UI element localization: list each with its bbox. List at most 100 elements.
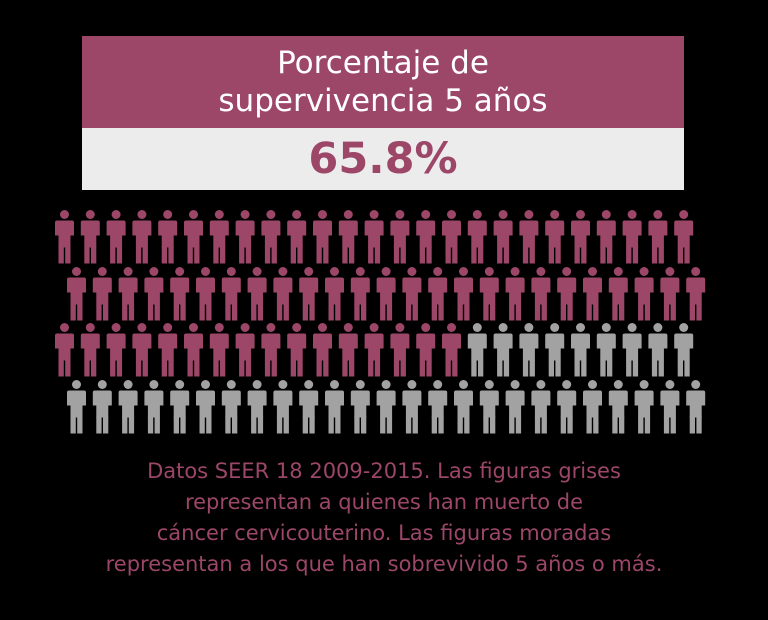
chart-caption: Datos SEER 18 2009-2015. Las figuras gri… — [14, 456, 754, 580]
survivor-figure — [428, 267, 448, 321]
survivor-figure — [158, 210, 178, 264]
survivor-figure — [454, 267, 473, 321]
deceased-figure — [299, 380, 319, 434]
deceased-figure — [428, 380, 448, 434]
survival-percentage-value: 65.8% — [308, 134, 458, 184]
survivor-figure — [545, 210, 565, 264]
deceased-figure — [67, 380, 86, 434]
deceased-figure — [686, 380, 706, 434]
survivor-figure — [376, 267, 396, 321]
deceased-figure — [648, 323, 668, 377]
deceased-figure — [467, 323, 487, 377]
survivor-figure — [686, 267, 706, 321]
survivor-figure — [158, 323, 178, 377]
deceased-figure — [519, 323, 539, 377]
survivor-figure — [583, 267, 602, 321]
survivor-figure — [660, 267, 680, 321]
survivor-figure — [364, 210, 384, 264]
survivor-figure — [221, 267, 241, 321]
survivor-figure — [338, 210, 358, 264]
survivor-figure — [557, 267, 577, 321]
survivor-figure — [55, 323, 74, 377]
deceased-figure — [170, 380, 190, 434]
survivor-figure — [390, 323, 410, 377]
survivor-figure — [442, 210, 461, 264]
deceased-figure — [583, 380, 602, 434]
survivor-figure — [196, 267, 215, 321]
deceased-figure — [247, 380, 267, 434]
survivor-figure — [92, 267, 112, 321]
survivor-figure — [80, 323, 100, 377]
deceased-figure — [531, 380, 551, 434]
deceased-figure — [196, 380, 215, 434]
survivor-figure — [364, 323, 384, 377]
deceased-figure — [545, 323, 565, 377]
survivor-figure — [402, 267, 422, 321]
survivor-figure — [634, 267, 654, 321]
survivor-figure — [622, 210, 642, 264]
survivor-figure — [235, 323, 255, 377]
deceased-figure — [376, 380, 396, 434]
deceased-figure — [273, 380, 293, 434]
deceased-figure — [479, 380, 499, 434]
survivor-figure — [287, 323, 307, 377]
survivor-figure — [235, 210, 255, 264]
survivor-figure — [209, 323, 229, 377]
caption-line-3: cáncer cervicouterino. Las figuras morad… — [156, 521, 612, 545]
chart-title-line-2: supervivencia 5 años — [218, 83, 548, 119]
survivor-figure — [299, 267, 319, 321]
survivor-figure — [416, 210, 436, 264]
deceased-figure — [571, 323, 590, 377]
caption-line-4: representan a los que han sobrevivido 5 … — [105, 552, 663, 576]
survivor-figure — [67, 267, 86, 321]
survivor-figure — [493, 210, 513, 264]
deceased-figure — [118, 380, 138, 434]
survivor-figure — [519, 210, 539, 264]
survivor-figure — [338, 323, 358, 377]
survivor-figure — [118, 267, 138, 321]
survivor-figure — [479, 267, 499, 321]
deceased-figure — [325, 380, 344, 434]
deceased-figure — [674, 323, 694, 377]
survivor-figure — [442, 323, 461, 377]
survivor-figure — [184, 323, 203, 377]
survivor-figure — [55, 210, 74, 264]
survivor-figure — [247, 267, 267, 321]
survivor-figure — [674, 210, 694, 264]
deceased-figure — [622, 323, 642, 377]
deceased-figure — [634, 380, 654, 434]
chart-title-box: Porcentaje de supervivencia 5 años — [82, 36, 684, 128]
caption-line-2: representan a quienes han muerto de — [184, 490, 584, 514]
deceased-figure — [660, 380, 680, 434]
deceased-figure — [557, 380, 577, 434]
survivor-figure — [209, 210, 229, 264]
deceased-figure — [493, 323, 513, 377]
chart-title-line-1: Porcentaje de — [277, 45, 489, 81]
survival-percentage-box: 65.8% — [82, 128, 684, 190]
deceased-figure — [596, 323, 616, 377]
survivor-figure — [571, 210, 590, 264]
survivor-figure — [273, 267, 293, 321]
deceased-figure — [350, 380, 370, 434]
deceased-figure — [221, 380, 241, 434]
survivor-figure — [350, 267, 370, 321]
survivor-figure — [313, 323, 332, 377]
survivor-figure — [106, 323, 126, 377]
survivor-figure — [390, 210, 410, 264]
survivor-figure — [467, 210, 487, 264]
deceased-figure — [144, 380, 164, 434]
deceased-figure — [402, 380, 422, 434]
deceased-figure — [608, 380, 628, 434]
deceased-figure — [454, 380, 473, 434]
survivor-figure — [608, 267, 628, 321]
survivor-figure — [416, 323, 436, 377]
caption-line-1: Datos SEER 18 2009-2015. Las figuras gri… — [147, 459, 621, 483]
survivor-figure — [287, 210, 307, 264]
survivor-figure — [184, 210, 203, 264]
survivor-figure — [80, 210, 100, 264]
survivor-figure — [325, 267, 344, 321]
survivor-figure — [132, 210, 152, 264]
survivor-figure — [106, 210, 126, 264]
survivor-figure — [170, 267, 190, 321]
